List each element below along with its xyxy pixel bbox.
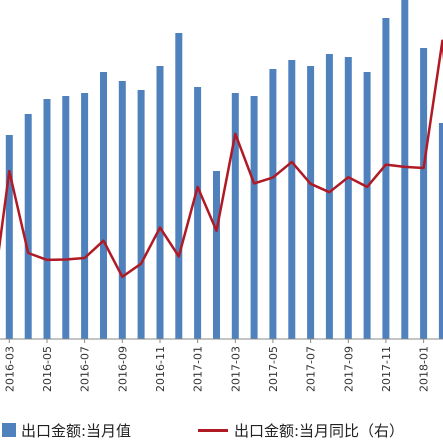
tick-label-2016-09: 2016-09 — [116, 346, 129, 392]
bar-2016-09 — [118, 81, 126, 339]
bar-2017-09 — [344, 57, 352, 339]
tick-label-2017-03: 2017-03 — [229, 346, 242, 392]
bar-2016-07 — [81, 93, 89, 339]
yoy-line — [0, 39, 443, 279]
bar-2018-02 — [438, 123, 443, 339]
legend: 出口金额:当月值 出口金额:当月同比（右） — [0, 418, 443, 443]
bar-2018-01 — [420, 48, 428, 339]
bar-series — [5, 0, 443, 339]
legend-line-label: 出口金额:当月同比（右） — [234, 421, 405, 440]
line-series — [0, 39, 443, 279]
bar-2017-05 — [269, 69, 277, 339]
tick-label-2016-05: 2016-05 — [41, 346, 54, 392]
bar-2017-10 — [363, 72, 371, 339]
tick-label-2017-11: 2017-11 — [380, 346, 393, 392]
tick-label-2016-11: 2016-11 — [154, 346, 167, 392]
tick-label-2018-01: 2018-01 — [418, 346, 431, 392]
bar-2017-03 — [231, 93, 239, 339]
legend-line-swatch — [198, 428, 228, 432]
bar-2016-03 — [5, 135, 13, 339]
tick-label-2017-07: 2017-07 — [305, 346, 318, 392]
bar-2017-11 — [382, 18, 390, 339]
tick-label-2017-09: 2017-09 — [342, 346, 355, 392]
x-axis-ticks: 2016-03 2016-05 2016-07 2016-09 2016-11 2017-… — [3, 339, 431, 392]
bar-2016-04 — [24, 114, 32, 339]
bar-2016-12 — [175, 33, 183, 339]
tick-label-2016-03: 2016-03 — [3, 346, 16, 392]
legend-item-bar: 出口金额:当月值 — [2, 420, 131, 440]
x-axis: 2016-03 2016-05 2016-07 2016-09 2016-11 2017-… — [0, 338, 443, 392]
bar-2016-06 — [62, 96, 70, 339]
tick-label-2017-01: 2017-01 — [192, 346, 205, 392]
bar-2016-05 — [43, 99, 51, 339]
bar-2016-11 — [156, 66, 164, 339]
legend-bar-label: 出口金额:当月值 — [21, 421, 132, 440]
tick-label-2017-05: 2017-05 — [267, 346, 280, 392]
bar-2016-10 — [137, 90, 145, 339]
bar-2017-07 — [307, 66, 315, 339]
bar-2017-12 — [401, 0, 409, 339]
bar-2017-06 — [288, 60, 296, 339]
bar-2017-08 — [325, 54, 333, 339]
chart-canvas: 2016-03 2016-05 2016-07 2016-09 2016-11 2017-… — [0, 0, 443, 392]
bar-2017-04 — [250, 96, 258, 339]
legend-bar-swatch — [2, 423, 16, 437]
tick-label-2016-07: 2016-07 — [79, 346, 92, 392]
bar-2017-02 — [213, 171, 220, 339]
bar-2016-08 — [100, 72, 107, 339]
legend-item-line: 出口金额:当月同比（右） — [198, 420, 404, 440]
bar-2017-01 — [194, 87, 202, 339]
